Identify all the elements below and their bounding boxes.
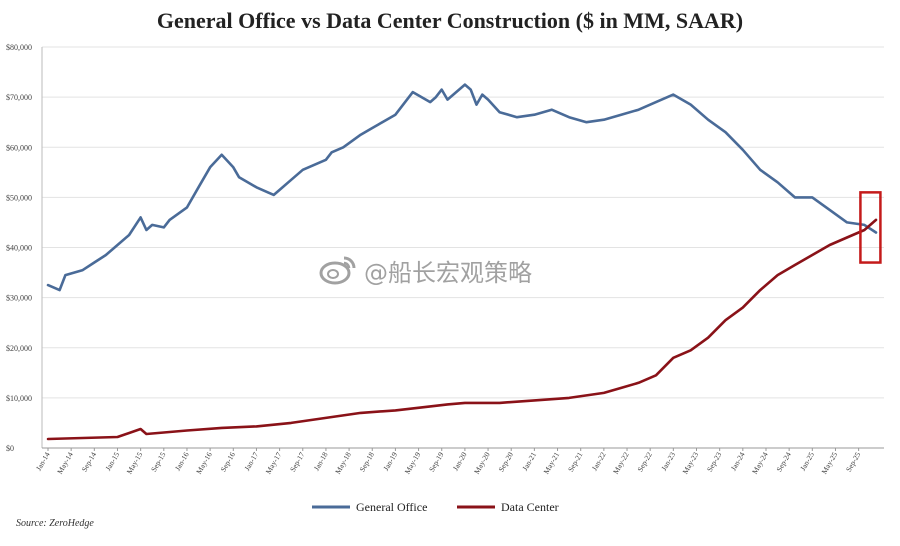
watermark: @船长宏观策略	[318, 250, 532, 290]
x-tick-label: Sep-18	[358, 450, 377, 473]
legend: General Office Data Center	[312, 500, 559, 514]
x-tick-label: Sep-23	[705, 450, 724, 473]
x-tick-label: Sep-22	[635, 450, 654, 473]
x-tick-label: Jan-25	[798, 450, 816, 472]
x-axis: Jan-14 May-14 Sep-14 Jan-15 May-15 Sep-15 Jan-…	[34, 448, 863, 476]
x-tick-label: Jan-23	[659, 450, 677, 472]
x-tick-label: Jan-18	[312, 450, 330, 472]
x-tick-label: Jan-19	[381, 450, 399, 472]
x-tick-label: May-18	[333, 450, 353, 475]
weibo-logo-icon	[319, 256, 356, 285]
x-tick-label: Jan-20	[451, 450, 469, 472]
x-tick-label: Jan-17	[242, 450, 260, 472]
x-tick-label: Sep-20	[497, 450, 516, 473]
x-tick-label: May-21	[542, 450, 562, 475]
legend-label-data-center: Data Center	[501, 500, 559, 514]
x-tick-label: Jan-15	[103, 450, 121, 472]
watermark-text: @船长宏观策略	[364, 258, 532, 287]
x-tick-label: Sep-25	[844, 450, 863, 473]
y-tick-label: $80,000	[6, 43, 32, 52]
x-tick-label: Jan-24	[729, 450, 747, 472]
legend-label-general-office: General Office	[356, 500, 427, 514]
x-tick-label: May-15	[125, 450, 145, 475]
grid-layer	[41, 46, 884, 449]
x-tick-label: May-22	[611, 450, 631, 475]
x-tick-label: Sep-17	[288, 450, 307, 473]
series-layer	[46, 83, 878, 441]
chart-title: General Office vs Data Center Constructi…	[156, 8, 744, 33]
x-tick-label: May-17	[264, 450, 284, 475]
x-tick-label: May-23	[681, 450, 701, 475]
x-tick-label: Jan-16	[173, 450, 191, 472]
x-tick-label: Sep-15	[149, 450, 168, 473]
x-tick-label: Jan-14	[34, 450, 52, 472]
y-tick-label: $10,000	[6, 394, 32, 403]
x-tick-label: Jan-22	[590, 450, 608, 472]
x-tick-label: May-14	[55, 450, 75, 475]
crossover-highlight-box	[859, 191, 882, 264]
x-tick-label: May-24	[750, 450, 770, 475]
y-tick-label: $30,000	[6, 294, 32, 303]
x-tick-label: Sep-24	[774, 450, 793, 473]
source-note: Source: ZeroHedge	[16, 518, 94, 529]
annotation-layer	[859, 191, 882, 264]
x-tick-label: Sep-19	[427, 450, 446, 473]
y-axis: $0 $10,000 $20,000 $30,000 $40,000 $50,000 $60…	[6, 43, 32, 453]
x-tick-label: Jan-21	[520, 450, 538, 472]
data-center-line	[46, 218, 878, 441]
x-tick-label: May-25	[820, 450, 840, 475]
y-tick-label: $60,000	[6, 143, 32, 152]
x-tick-label: May-19	[403, 450, 423, 475]
x-tick-label: Sep-14	[80, 450, 99, 473]
y-tick-label: $0	[6, 444, 14, 453]
x-tick-label: Sep-16	[219, 450, 238, 473]
x-tick-label: May-16	[194, 450, 214, 475]
x-tick-label: Sep-21	[566, 450, 585, 473]
y-tick-label: $50,000	[6, 193, 32, 202]
x-tick-label: May-20	[472, 450, 492, 475]
y-tick-label: $40,000	[6, 244, 32, 253]
y-tick-label: $70,000	[6, 93, 32, 102]
y-tick-label: $20,000	[6, 344, 32, 353]
general-office-line	[46, 83, 878, 292]
